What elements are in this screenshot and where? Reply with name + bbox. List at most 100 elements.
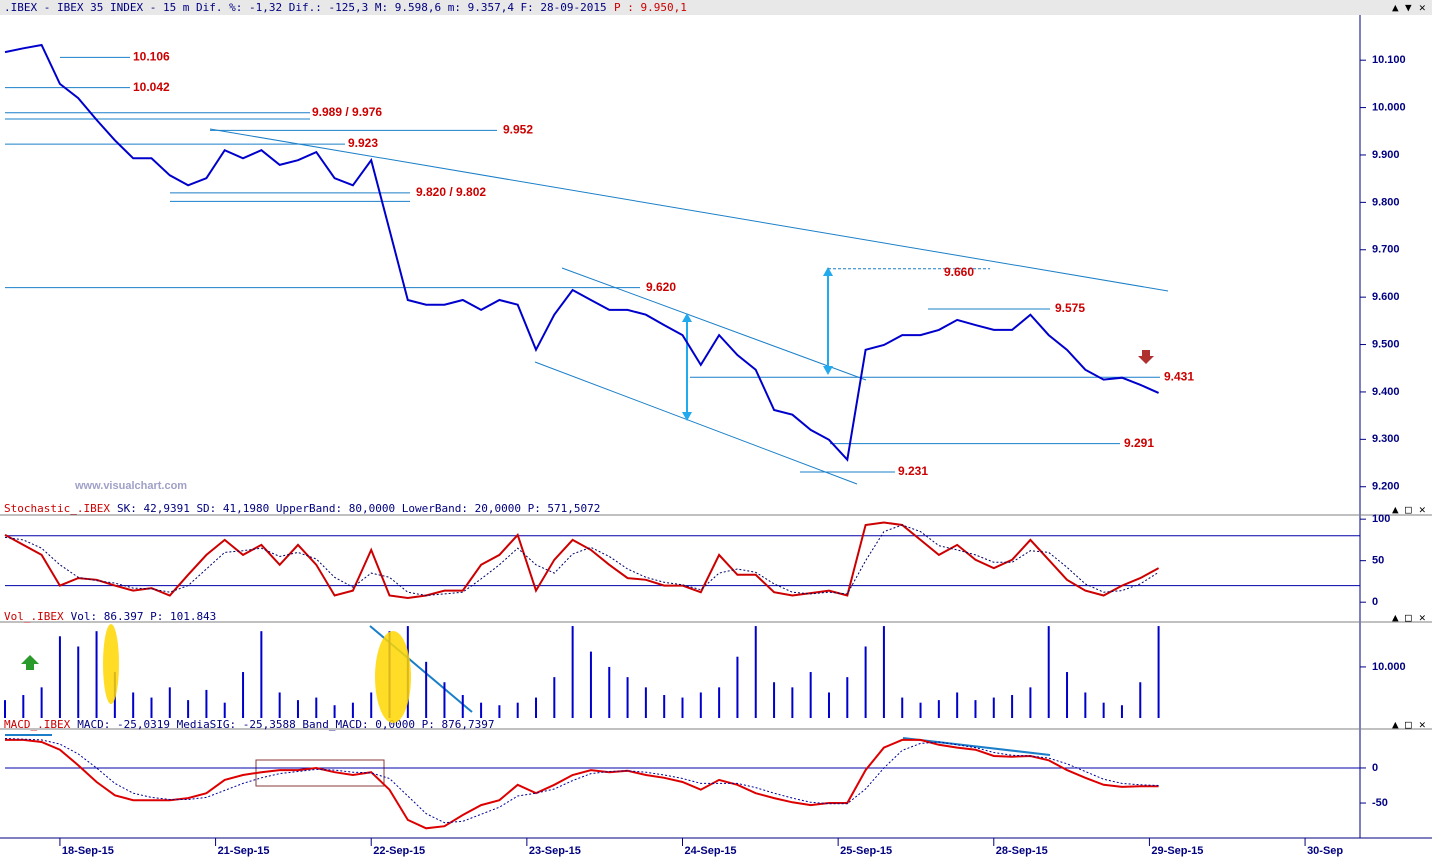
level-label: 9.923 — [348, 136, 378, 150]
volume-bar — [992, 697, 995, 718]
y-tick-label: 10.100 — [1372, 54, 1406, 66]
panel-title: Stochastic_.IBEX — [4, 502, 110, 515]
volume-bar — [535, 697, 538, 718]
btn-up[interactable]: ▲ — [1392, 503, 1399, 516]
volume-bar — [1011, 695, 1014, 718]
arrow-head — [823, 366, 833, 375]
arrow-head — [682, 313, 692, 322]
btn-close[interactable]: ✕ — [1419, 1, 1426, 14]
volume-bar — [663, 695, 666, 718]
level-label: 9.431 — [1164, 369, 1194, 383]
panel-subtitle: Vol: 86.397 P: 101.843 — [71, 610, 217, 623]
volume-bar — [370, 692, 373, 718]
btn-up[interactable]: ▲ — [1392, 718, 1399, 731]
trendline — [209, 128, 1169, 292]
up-arrow — [21, 655, 39, 670]
volume-bar — [278, 692, 281, 718]
highlight — [103, 624, 119, 704]
volume-bar — [480, 702, 483, 718]
volume-bar — [681, 697, 684, 718]
volume-bar — [1139, 682, 1142, 718]
y-tick-label: 10.000 — [1372, 101, 1406, 113]
volume-bar — [443, 682, 446, 718]
btn-max[interactable]: □ — [1405, 503, 1412, 516]
level-label: 10.106 — [133, 50, 170, 64]
volume-bar — [58, 636, 61, 718]
series-line — [4, 43, 1160, 462]
volume-bar — [333, 705, 336, 718]
btn-up[interactable]: ▲ — [1392, 1, 1399, 14]
plots: 9.200 9.300 9.400 9.500 9.600 9.700 9.800 9.900… — [4, 43, 1406, 857]
y-tick-label: 100 — [1372, 513, 1390, 525]
x-tick-label: 23-Sep-15 — [529, 845, 581, 857]
y-tick-label: 0 — [1372, 596, 1378, 608]
volume-bar — [260, 631, 263, 718]
x-tick-label: 24-Sep-15 — [685, 845, 737, 857]
volume-bar — [736, 656, 739, 718]
volume-bar — [827, 692, 830, 718]
x-tick-label: 29-Sep-15 — [1151, 845, 1203, 857]
level-label: 9.291 — [1124, 436, 1154, 450]
btn-max[interactable]: □ — [1405, 611, 1412, 624]
channel-upper — [561, 267, 867, 381]
y-tick-label: 9.400 — [1372, 386, 1400, 398]
y-tick-label: 9.200 — [1372, 481, 1400, 493]
y-tick-label: 10.000 — [1372, 661, 1406, 673]
btn-close[interactable]: ✕ — [1419, 718, 1426, 731]
btn-up[interactable]: ▲ — [1392, 611, 1399, 624]
watermark: www.visualchart.com — [74, 480, 187, 492]
volume-bar — [1047, 626, 1050, 718]
volume-bar — [315, 697, 318, 718]
panel-title: Vol_.IBEX — [4, 610, 64, 623]
volume-bar — [956, 692, 959, 718]
x-tick-label: 22-Sep-15 — [373, 845, 425, 857]
volume-bar — [791, 687, 794, 718]
volume-bar — [22, 695, 25, 718]
x-tick-label: 25-Sep-15 — [840, 845, 892, 857]
volume-bar — [718, 687, 721, 718]
series-line — [5, 738, 1159, 830]
title-price: P : 9.950,1 — [614, 1, 687, 14]
y-tick-label: 9.600 — [1372, 291, 1400, 303]
volume-bar — [626, 677, 629, 718]
drawings — [5, 128, 1169, 787]
volume-bar — [351, 702, 354, 718]
volume-bar — [461, 695, 464, 718]
y-tick-label: 9.300 — [1372, 433, 1400, 445]
volume-bar — [223, 702, 226, 718]
volume-bar — [132, 692, 135, 718]
x-tick-label: 21-Sep-15 — [218, 845, 270, 857]
y-tick-label: 9.500 — [1372, 338, 1400, 350]
volume-bar — [773, 682, 776, 718]
window-buttons: ▲ ▼ ✕ ▲ □ ✕ ▲ □ ✕ ▲ □ ✕ — [1392, 1, 1426, 731]
volume-bar — [296, 700, 299, 718]
highlight — [375, 631, 411, 723]
level-label: 9.575 — [1055, 301, 1085, 315]
y-tick-label: 0 — [1372, 762, 1378, 774]
level-label: 9.820 / 9.802 — [416, 185, 486, 199]
btn-close[interactable]: ✕ — [1419, 611, 1426, 624]
volume-bar — [40, 687, 43, 718]
volume-bar — [754, 626, 757, 718]
arrow-head — [823, 267, 833, 276]
highlights — [103, 624, 411, 723]
volume-bar — [882, 626, 885, 718]
level-label: 9.620 — [646, 280, 676, 294]
volume-bar — [1084, 692, 1087, 718]
btn-close[interactable]: ✕ — [1419, 503, 1426, 516]
y-tick-label: -50 — [1372, 797, 1388, 809]
btn-max[interactable]: □ — [1405, 718, 1412, 731]
volume-bar — [242, 672, 245, 718]
volume-bar — [498, 705, 501, 718]
volume-bar — [1120, 705, 1123, 718]
arrow-head — [682, 412, 692, 421]
volume-bar — [1029, 687, 1032, 718]
volume-bar — [608, 666, 611, 718]
title-bar — [0, 0, 1432, 15]
volume-bar — [644, 687, 647, 718]
y-tick-label: 9.700 — [1372, 244, 1400, 256]
volume-bar — [846, 677, 849, 718]
btn-down[interactable]: ▼ — [1405, 1, 1412, 14]
level-label: 9.660 — [944, 265, 974, 279]
volume-bar — [150, 697, 153, 718]
